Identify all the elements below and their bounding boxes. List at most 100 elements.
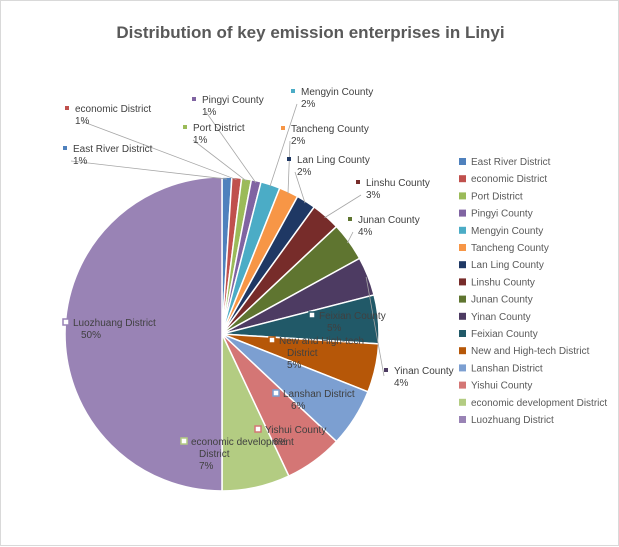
data-label-name: Yishui County	[265, 425, 326, 436]
legend-swatch	[459, 226, 466, 234]
chart-title: Distribution of key emission enterprises…	[116, 23, 505, 42]
legend-item-new-and-high-tech-district: New and High-tech District	[459, 346, 590, 357]
legend-label: Luozhuang District	[471, 415, 554, 426]
legend-item-linshu-county: Linshu County	[459, 277, 535, 288]
leader-line-yinan-county	[365, 276, 385, 377]
data-label-name: Junan County	[358, 215, 420, 226]
legend-swatch	[459, 158, 466, 165]
data-label-name: New and High-tech	[279, 336, 364, 347]
leader-line-junan-county	[347, 231, 354, 244]
data-label-key	[291, 89, 295, 93]
data-label-value: 6%	[291, 401, 306, 412]
legend-item-yishui-county: Yishui County	[459, 381, 532, 392]
data-label-key	[183, 125, 187, 129]
data-label-value: 3%	[366, 190, 381, 201]
data-label-value: 4%	[394, 378, 409, 389]
data-label-name: District	[199, 449, 230, 460]
data-label-value: 2%	[301, 99, 316, 110]
data-label-name: Tancheng County	[291, 124, 369, 135]
legend-item-mengyin-county: Mengyin County	[459, 226, 543, 237]
legend-swatch	[459, 261, 466, 269]
legend-label: economic development District	[471, 398, 607, 409]
legend-label: Pingyi County	[471, 209, 533, 220]
data-label-key	[254, 425, 262, 433]
data-label-key	[268, 336, 276, 344]
leader-line-pingyi-county	[205, 111, 257, 183]
legend-item-junan-county: Junan County	[459, 295, 533, 306]
legend-label: New and High-tech District	[471, 346, 590, 357]
leader-line-port-district	[192, 139, 247, 182]
data-label-value: 50%	[81, 330, 101, 341]
legend-label: Port District	[471, 191, 523, 202]
data-label-name: Mengyin County	[301, 87, 373, 98]
data-label-name: economic District	[75, 104, 151, 115]
leader-line-linshu-county	[324, 194, 362, 219]
data-label-key	[62, 318, 70, 326]
data-label-name: Lan Ling County	[297, 155, 370, 166]
data-label-name: Port District	[193, 123, 245, 134]
legend-item-lanshan-district: Lanshan District	[459, 363, 543, 374]
data-label-key	[180, 437, 188, 445]
legend-swatch	[459, 347, 466, 355]
data-label-name: economic development	[191, 437, 294, 448]
legend-item-east-river-district: East River District	[459, 157, 551, 168]
leader-line-lan-ling-county	[294, 171, 306, 204]
legend-label: Linshu County	[471, 277, 535, 288]
data-label-value: 6%	[273, 437, 288, 448]
legend-item-yinan-county: Yinan County	[459, 312, 531, 323]
data-label-key	[348, 217, 352, 221]
legend-item-economic-district: economic District	[459, 174, 547, 185]
data-label-value: 1%	[75, 116, 90, 127]
legend-swatch	[459, 192, 466, 200]
data-label-name: Lanshan District	[283, 389, 355, 400]
data-label-key	[65, 106, 69, 110]
legend-label: Yishui County	[471, 381, 532, 392]
data-label-name: Feixian County	[319, 311, 386, 322]
data-label-value: 4%	[358, 227, 373, 238]
data-label-name: District	[287, 348, 318, 359]
legend-swatch	[459, 175, 466, 183]
legend-swatch	[459, 330, 466, 337]
leader-line-mengyin-county	[269, 103, 298, 187]
data-label-key	[192, 97, 196, 101]
data-label-value: 1%	[73, 156, 88, 167]
legend-label: Yinan County	[471, 312, 531, 323]
leader-line-tancheng-county	[287, 140, 291, 194]
data-label-name: East River District	[73, 144, 153, 155]
legend-item-feixian-county: Feixian County	[459, 329, 538, 340]
data-label-key	[308, 311, 316, 319]
data-label-name: Yinan County	[394, 366, 454, 377]
leader-line-east-river-district	[70, 160, 227, 180]
legend-swatch	[459, 244, 466, 251]
legend-label: Lanshan District	[471, 363, 543, 374]
legend-label: economic District	[471, 174, 547, 185]
legend-label: Feixian County	[471, 329, 538, 340]
legend-label: Mengyin County	[471, 226, 543, 237]
legend-item-luozhuang-district: Luozhuang District	[459, 415, 554, 426]
data-label-key	[384, 368, 388, 372]
legend-label: Junan County	[471, 295, 533, 306]
legend-swatch	[459, 416, 466, 423]
data-label-value: 5%	[287, 360, 302, 371]
legend-label: Tancheng County	[471, 243, 549, 254]
legend-swatch	[459, 398, 466, 406]
legend-swatch	[459, 278, 466, 286]
data-label-name: Pingyi County	[202, 95, 264, 106]
legend-swatch	[459, 381, 466, 389]
data-label-value: 5%	[327, 323, 342, 334]
data-label-value: 1%	[193, 135, 208, 146]
